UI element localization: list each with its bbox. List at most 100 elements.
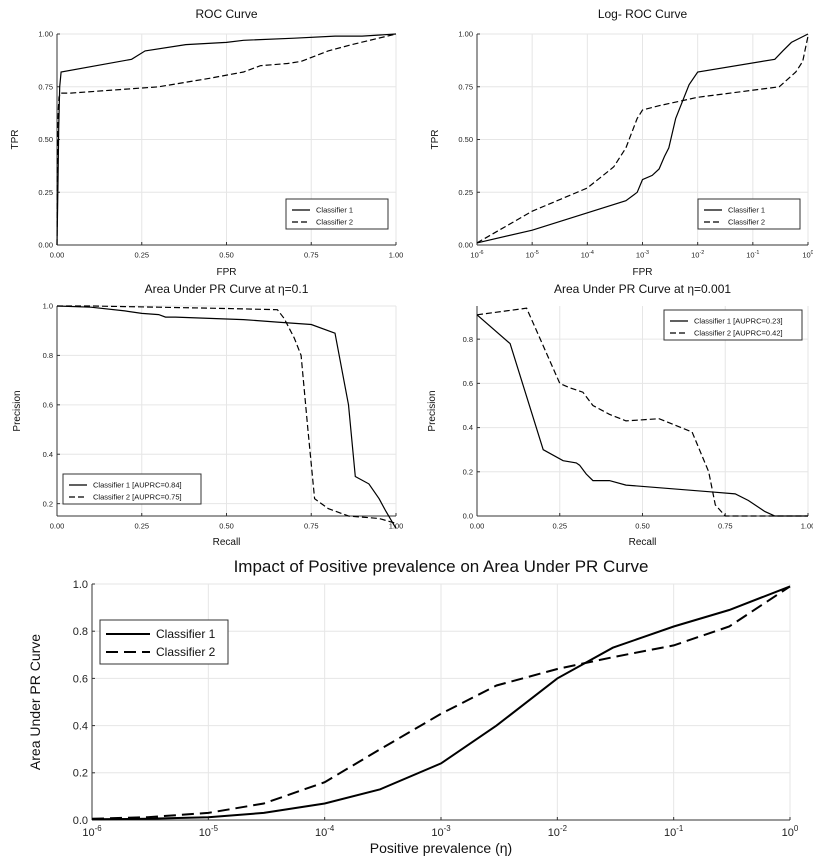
x-tick-label: 1.00 <box>389 522 404 531</box>
x-tick-label: 100 <box>802 250 813 259</box>
x-axis-label: Recall <box>213 537 241 548</box>
x-axis-label: FPR <box>633 267 653 278</box>
x-axis-label: FPR <box>217 267 237 278</box>
y-tick-label: 0.00 <box>458 241 473 250</box>
series-line-1 <box>476 33 809 244</box>
legend: Classifier 1 Classifier 2 <box>285 198 389 230</box>
chart-3: 0.00 0.25 0.50 0.75 1.00 0.2 0.4 0.6 0.8 1.0 Area … <box>12 282 403 548</box>
y-tick-label: 0.2 <box>463 467 473 476</box>
y-tick-label: 1.0 <box>43 302 53 311</box>
x-tick-label: 0.25 <box>134 251 149 260</box>
y-tick-label: 0.8 <box>43 351 53 360</box>
y-tick-label: 1.0 <box>73 579 88 591</box>
y-tick-label: 0.50 <box>38 135 53 144</box>
series-line-2 <box>57 305 397 524</box>
legend-box <box>99 619 229 665</box>
x-tick-label: 100 <box>782 824 799 839</box>
x-tick-label: 0.00 <box>50 522 65 531</box>
y-tick-label: 0.0 <box>463 512 473 521</box>
x-tick-label: 0.00 <box>50 251 65 260</box>
y-axis-label: Area Under PR Curve <box>27 634 43 770</box>
y-tick-label: 1.00 <box>38 30 53 39</box>
legend-label: Classifier 1 [AUPRC=0.84] <box>93 481 182 490</box>
legend-label: Classifier 1 <box>316 206 353 215</box>
y-tick-label: 0.75 <box>458 82 473 91</box>
y-tick-label: 0.2 <box>73 768 88 780</box>
x-axis-label: Positive prevalence (η) <box>370 840 512 856</box>
x-tick-label: 10-2 <box>691 250 704 259</box>
y-tick-label: 0.4 <box>43 450 53 459</box>
x-tick-label: 10-4 <box>581 250 594 259</box>
chart-title: Area Under PR Curve at η=0.001 <box>554 282 731 296</box>
series-line-1 <box>56 305 397 529</box>
chart-4: 0.00 0.25 0.50 0.75 1.00 0.0 0.2 0.4 0.6 0.8 Area … <box>427 282 813 548</box>
chart-title: Log- ROC Curve <box>598 7 688 21</box>
legend: Classifier 1 Classifier 2 <box>697 198 801 230</box>
x-tick-label: 10-2 <box>548 824 567 839</box>
x-tick-label: 10-4 <box>315 824 335 839</box>
x-tick-label: 10-3 <box>636 250 649 259</box>
y-tick-label: 0.6 <box>463 379 473 388</box>
legend-label: Classifier 2 [AUPRC=0.42] <box>694 329 783 338</box>
series-line-2 <box>91 585 791 820</box>
y-tick-label: 0.6 <box>73 673 88 685</box>
x-tick-label: 10-1 <box>664 824 683 839</box>
x-tick-label: 1.00 <box>389 251 404 260</box>
y-tick-label: 0.4 <box>463 423 473 432</box>
series-line-1 <box>56 33 397 246</box>
y-tick-label: 0.8 <box>73 626 88 638</box>
x-tick-label: 0.25 <box>134 522 149 531</box>
chart-title: Impact of Positive prevalence on Area Un… <box>234 557 649 576</box>
legend-label: Classifier 1 [AUPRC=0.23] <box>694 317 783 326</box>
y-tick-label: 0.50 <box>458 135 473 144</box>
x-tick-label: 10-3 <box>431 824 451 839</box>
x-tick-label: 10-6 <box>470 250 483 259</box>
series-line-1 <box>91 585 791 821</box>
x-tick-label: 10-5 <box>199 824 219 839</box>
y-tick-label: 0.25 <box>38 188 53 197</box>
legend-label: Classifier 2 <box>316 218 353 227</box>
legend-label: Classifier 1 <box>156 627 216 641</box>
legend-box <box>663 309 803 341</box>
y-tick-label: 0.0 <box>73 815 88 827</box>
y-axis-label: Precision <box>427 390 438 431</box>
legend-label: Classifier 2 <box>728 218 765 227</box>
chart-5: 10-6 10-5 10-4 10-3 10-2 10-1 100 0.0 0.2 0.4 0.6 0… <box>27 557 799 856</box>
legend-label: Classifier 2 [AUPRC=0.75] <box>93 493 182 502</box>
x-tick-label: 10-5 <box>526 250 539 259</box>
x-tick-label: 0.75 <box>718 522 733 531</box>
y-tick-label: 0.6 <box>43 400 53 409</box>
chart-2: 10-6 10-5 10-4 10-3 10-2 10-1 100 0.00 0.25 0.50 0… <box>430 7 813 278</box>
y-tick-label: 0.00 <box>38 241 53 250</box>
legend-box <box>62 473 202 505</box>
legend-label: Classifier 1 <box>728 206 765 215</box>
chart-title: ROC Curve <box>195 7 257 21</box>
x-tick-label: 0.25 <box>552 522 567 531</box>
chart-1: 0.00 0.25 0.50 0.75 1.00 0.00 0.25 0.50 0.75 1.00… <box>10 7 403 278</box>
x-tick-label: 0.75 <box>304 522 319 531</box>
legend: Classifier 1 [AUPRC=0.23] Classifier 2 [A… <box>663 309 803 341</box>
x-tick-label: 0.50 <box>219 251 234 260</box>
legend-box <box>285 198 389 230</box>
x-tick-label: 0.50 <box>219 522 234 531</box>
series-line-2 <box>476 35 809 244</box>
y-axis-label: TPR <box>430 130 441 150</box>
y-axis-label: Precision <box>12 390 23 431</box>
legend-box <box>697 198 801 230</box>
series-line-2 <box>56 33 397 246</box>
series-line-2 <box>476 307 808 517</box>
series-line-1 <box>476 314 808 517</box>
grid-lines <box>91 583 791 821</box>
x-tick-label: 10-1 <box>746 250 759 259</box>
legend-label: Classifier 2 <box>156 645 216 659</box>
legend: Classifier 1 [AUPRC=0.84] Classifier 2 [A… <box>62 473 202 505</box>
y-tick-label: 0.4 <box>73 720 88 732</box>
x-axis-label: Recall <box>629 537 657 548</box>
y-tick-label: 0.25 <box>458 188 473 197</box>
x-tick-label: 0.75 <box>304 251 319 260</box>
x-tick-label: 0.50 <box>635 522 650 531</box>
chart-title: Area Under PR Curve at η=0.1 <box>145 282 309 296</box>
y-tick-label: 0.8 <box>463 335 473 344</box>
y-tick-label: 1.00 <box>458 30 473 39</box>
